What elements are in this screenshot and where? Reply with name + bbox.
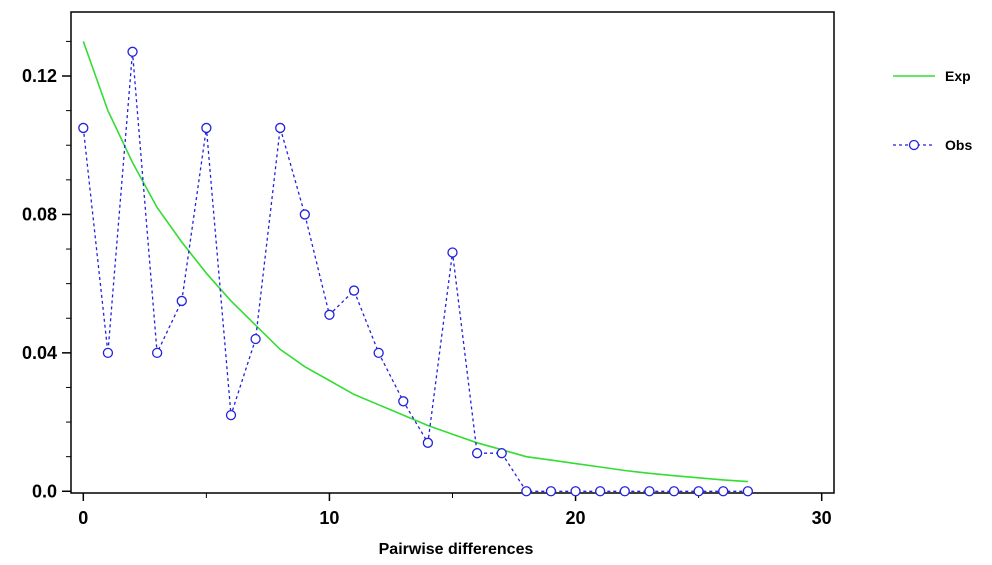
x-axis-label: Pairwise differences bbox=[379, 541, 534, 558]
y-tick-label: 0.0 bbox=[32, 481, 57, 501]
data-point-obs bbox=[718, 486, 729, 497]
data-point-obs bbox=[595, 486, 606, 497]
data-point-obs bbox=[570, 486, 581, 497]
legend-exp-label: Exp bbox=[945, 68, 971, 84]
data-point-obs bbox=[398, 396, 409, 407]
y-tick-label: 0.12 bbox=[22, 66, 57, 86]
data-point-obs bbox=[250, 333, 261, 345]
axis-ticks: 0 10 20 30 0.0 0.04 0.08 0.12 bbox=[22, 40, 832, 528]
legend-obs-label: Obs bbox=[945, 137, 972, 153]
x-tick-label: 10 bbox=[319, 508, 339, 528]
data-point-obs bbox=[127, 46, 138, 57]
series-line-exp bbox=[82, 41, 748, 483]
data-point-obs bbox=[324, 309, 335, 320]
data-point-obs bbox=[102, 347, 114, 359]
data-point-obs bbox=[545, 486, 557, 497]
series-line-obs bbox=[82, 51, 748, 492]
data-point-obs bbox=[151, 347, 163, 359]
x-tick-label: 20 bbox=[566, 508, 586, 528]
legend-obs-marker bbox=[908, 139, 920, 151]
series-lines bbox=[82, 41, 748, 492]
data-point-obs bbox=[201, 122, 212, 134]
data-point-obs bbox=[299, 209, 310, 220]
series-markers bbox=[78, 46, 754, 497]
data-point-obs bbox=[447, 247, 458, 258]
y-tick-label: 0.08 bbox=[22, 204, 57, 224]
data-point-obs bbox=[348, 285, 360, 296]
data-point-obs bbox=[619, 486, 630, 497]
data-point-obs bbox=[275, 122, 286, 134]
data-point-obs bbox=[693, 486, 704, 497]
data-point-obs bbox=[78, 122, 89, 134]
x-tick-label: 0 bbox=[78, 508, 88, 528]
data-point-obs bbox=[742, 486, 754, 497]
data-point-obs bbox=[225, 409, 237, 421]
data-point-obs bbox=[644, 486, 655, 497]
x-tick-label: 30 bbox=[812, 508, 832, 528]
data-point-obs bbox=[668, 486, 680, 497]
data-point-obs bbox=[471, 448, 483, 459]
data-point-obs bbox=[373, 347, 384, 359]
data-point-obs bbox=[496, 448, 507, 459]
legend: Exp Obs bbox=[893, 68, 972, 153]
data-point-obs bbox=[521, 486, 532, 497]
y-tick-label: 0.04 bbox=[22, 343, 57, 363]
data-point-obs bbox=[422, 437, 434, 448]
data-point-obs bbox=[176, 295, 187, 307]
